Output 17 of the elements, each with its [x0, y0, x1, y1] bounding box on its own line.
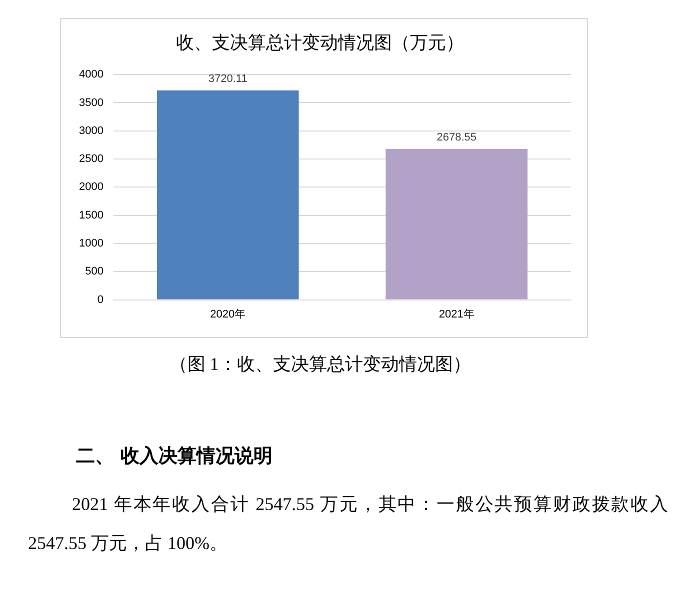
y-tick-label: 500	[85, 266, 104, 278]
chart-title: 收、支决算总计变动情况图（万元）	[176, 32, 464, 54]
text: （图 1：收、支决算总计变动情况图）	[168, 353, 472, 376]
y-tick-label: 2000	[78, 181, 104, 194]
x-tick-label: 2021年	[438, 308, 474, 320]
data-label: 3720.11	[208, 72, 248, 85]
y-tick-label: 3500	[78, 96, 104, 109]
text: 二、 收入决算情况说明	[76, 444, 273, 469]
text: 2021 年本年收入合计 2547.55 万元，其中：一般公共预算财政拨款收入 2547.55 万元，占 100%。	[28, 493, 668, 555]
y-tick-label: 0	[97, 294, 104, 306]
data-label: 2678.55	[436, 132, 476, 144]
y-tick-label: 1000	[78, 238, 104, 250]
x-tick-label: 2020年	[210, 308, 246, 320]
y-tick-label: 4000	[78, 68, 104, 81]
y-tick-label: 2500	[78, 153, 104, 166]
y-tick-label: 3000	[78, 124, 104, 137]
y-tick-label: 1500	[78, 209, 104, 222]
